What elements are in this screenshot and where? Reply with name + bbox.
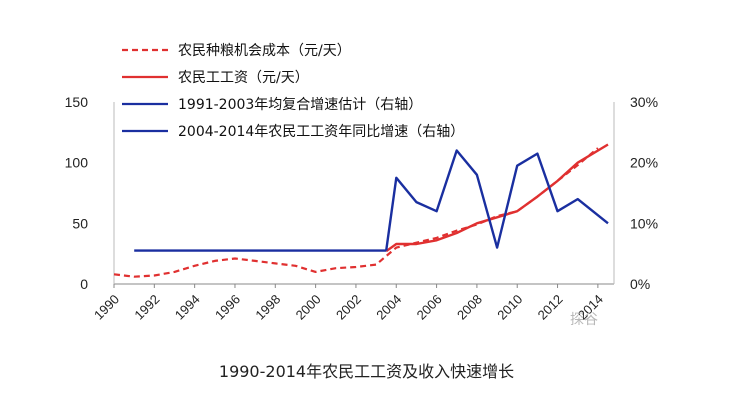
legend-label-2: 农民工工资（元/天）	[178, 70, 309, 86]
right-tick-label: 30%	[630, 94, 658, 110]
right-tick-label: 0%	[630, 276, 650, 292]
x-axis-ticks: 1990 1992 1994 1996 1998 2000 2002 2004 2006 2008…	[91, 284, 606, 323]
left-tick-label: 100	[65, 155, 89, 171]
left-tick-label: 150	[65, 94, 89, 110]
right-tick-label: 10%	[630, 215, 658, 231]
right-tick-label: 20%	[630, 155, 658, 171]
x-tick-label: 2004	[373, 292, 404, 323]
series-line-4	[385, 149, 609, 251]
series-line-2	[385, 143, 609, 253]
x-tick-label: 2000	[293, 292, 324, 323]
x-tick-label: 2008	[454, 292, 485, 323]
x-tick-label: 1998	[252, 292, 283, 323]
legend-label-4: 2004-2014年农民工工资年同比增速（右轴）	[178, 124, 464, 140]
x-tick-label: 2006	[414, 292, 445, 323]
axes	[113, 102, 615, 285]
x-tick-label: 2010	[494, 292, 525, 323]
x-tick-label: 2012	[535, 292, 566, 323]
figure-caption: 1990-2014年农民工工资及收入快速增长	[218, 362, 515, 381]
legend: 农民种粮机会成本（元/天） 农民工工资（元/天） 1991-2003年均复合增速估计…	[122, 43, 464, 140]
left-tick-label: 0	[80, 276, 88, 292]
x-tick-label: 2002	[333, 292, 364, 323]
series-line-1	[113, 147, 599, 278]
watermark-text: 探谷	[570, 312, 598, 328]
x-tick-label: 1994	[172, 292, 203, 323]
x-tick-label: 1996	[212, 292, 243, 323]
right-axis-ticks: 0% 10% 20% 30%	[630, 94, 658, 292]
legend-label-3: 1991-2003年均复合增速估计（右轴）	[178, 96, 422, 113]
left-axis-ticks: 0 50 100 150	[65, 94, 89, 292]
series-group	[113, 143, 609, 278]
legend-label-1: 农民种粮机会成本（元/天）	[178, 43, 351, 59]
x-tick-label: 1992	[131, 292, 162, 323]
x-tick-label: 1990	[91, 292, 122, 323]
left-tick-label: 50	[72, 215, 88, 231]
